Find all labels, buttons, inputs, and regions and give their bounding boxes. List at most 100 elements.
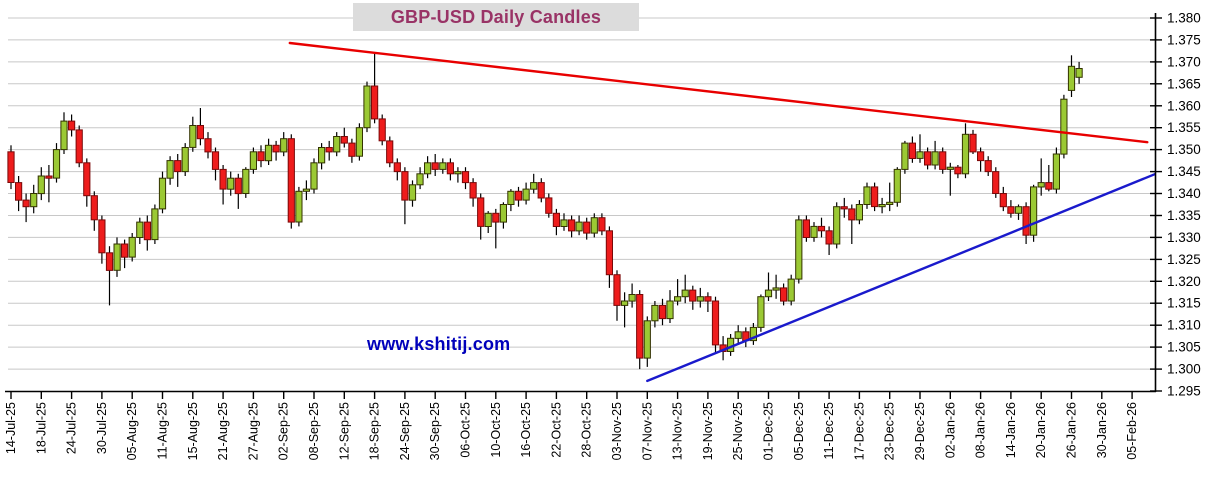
candle-body	[795, 219, 803, 280]
candle-body	[371, 85, 379, 120]
candle-body	[181, 147, 189, 173]
candle	[30, 184, 38, 214]
candle-body	[310, 162, 318, 190]
candle	[7, 145, 15, 190]
candle-body	[424, 162, 432, 175]
candle	[674, 279, 682, 306]
candle-body	[393, 162, 401, 173]
candle-body	[772, 287, 780, 291]
y-axis-label: 1.350	[1167, 142, 1201, 157]
x-axis-label: 02-Jan-26	[943, 402, 957, 458]
candle-body	[219, 168, 227, 190]
candle	[1045, 165, 1053, 192]
y-axis-label: 1.330	[1167, 230, 1201, 245]
candle	[83, 158, 91, 207]
candle	[568, 215, 576, 238]
candle-body	[287, 138, 295, 223]
candle	[598, 213, 606, 236]
candle-body	[545, 197, 553, 214]
candle	[189, 116, 197, 152]
candle	[1014, 204, 1023, 220]
x-axis-label: 02-Sep-25	[277, 402, 291, 460]
x-axis-label: 18-Jul-25	[34, 402, 48, 454]
ascending-support-trendline	[646, 172, 1157, 383]
candle-body	[1030, 186, 1038, 236]
candle-body	[75, 129, 83, 164]
x-axis-label: 18-Sep-25	[368, 402, 382, 460]
candle-body	[696, 296, 704, 302]
candle-body	[764, 289, 773, 298]
candle-body	[340, 136, 348, 144]
candle-body	[416, 173, 424, 186]
candle	[689, 285, 697, 310]
candle-body	[136, 221, 144, 239]
candle-body	[295, 190, 303, 223]
candle	[318, 143, 326, 170]
candle-body	[158, 177, 167, 210]
candle	[272, 140, 280, 161]
candle	[893, 167, 901, 207]
x-axis-label: 30-Jan-26	[1095, 402, 1109, 458]
candle-body	[658, 304, 667, 320]
candle-body	[378, 118, 386, 142]
candle	[386, 136, 394, 168]
candle-body	[802, 219, 810, 238]
candle-body	[348, 142, 356, 157]
candle	[984, 156, 992, 176]
y-axis-label: 1.325	[1167, 252, 1201, 267]
y-axis-label: 1.380	[1167, 11, 1201, 26]
candle-body	[204, 138, 212, 153]
candle	[696, 287, 704, 308]
candle	[772, 274, 780, 299]
candle	[340, 127, 348, 148]
x-axis-label: 27-Aug-25	[246, 402, 260, 460]
candle	[545, 193, 553, 218]
candle	[863, 182, 871, 209]
candle-body	[280, 138, 288, 153]
candle	[1022, 202, 1030, 244]
candle	[583, 217, 591, 240]
candle-body	[196, 125, 205, 140]
candle	[871, 182, 879, 212]
candle	[45, 165, 53, 203]
candle	[325, 140, 333, 161]
candle-body	[848, 208, 856, 221]
candle-body	[946, 166, 954, 170]
candle-body	[242, 168, 250, 194]
y-axis-label: 1.355	[1167, 120, 1201, 135]
candle-body	[363, 85, 371, 129]
candle-body	[939, 151, 947, 170]
candle	[651, 301, 659, 328]
candle	[757, 294, 765, 332]
y-axis-label: 1.315	[1167, 296, 1201, 311]
candle	[280, 132, 288, 157]
candle-body	[30, 193, 38, 208]
candle-body	[1075, 68, 1083, 78]
descending-resistance-trendline	[288, 41, 1149, 144]
x-axis-label: 13-Nov-25	[671, 402, 685, 460]
candle-body	[386, 140, 394, 164]
candle-body	[833, 206, 841, 245]
candle-body	[7, 151, 15, 184]
candle	[969, 129, 977, 154]
candle-body	[401, 171, 409, 201]
candle-body	[825, 230, 833, 245]
candle-body	[514, 190, 523, 201]
candle-body	[227, 177, 235, 190]
candle	[393, 158, 401, 181]
candle-body	[583, 221, 591, 234]
x-axis-label: 05-Aug-25	[125, 402, 139, 460]
candle	[507, 189, 515, 212]
candle-body	[98, 219, 106, 254]
x-axis-label: 11-Dec-25	[822, 402, 836, 459]
candle-body	[249, 151, 258, 170]
candle	[227, 171, 235, 196]
candle-body	[128, 236, 136, 258]
candle-body	[537, 182, 545, 199]
candle-body	[992, 171, 1000, 195]
candle-body	[45, 175, 53, 179]
x-axis-label: 29-Dec-25	[913, 402, 927, 460]
candle-body	[355, 127, 363, 157]
x-axis-label: 08-Jan-26	[974, 402, 988, 458]
candle	[310, 158, 318, 194]
